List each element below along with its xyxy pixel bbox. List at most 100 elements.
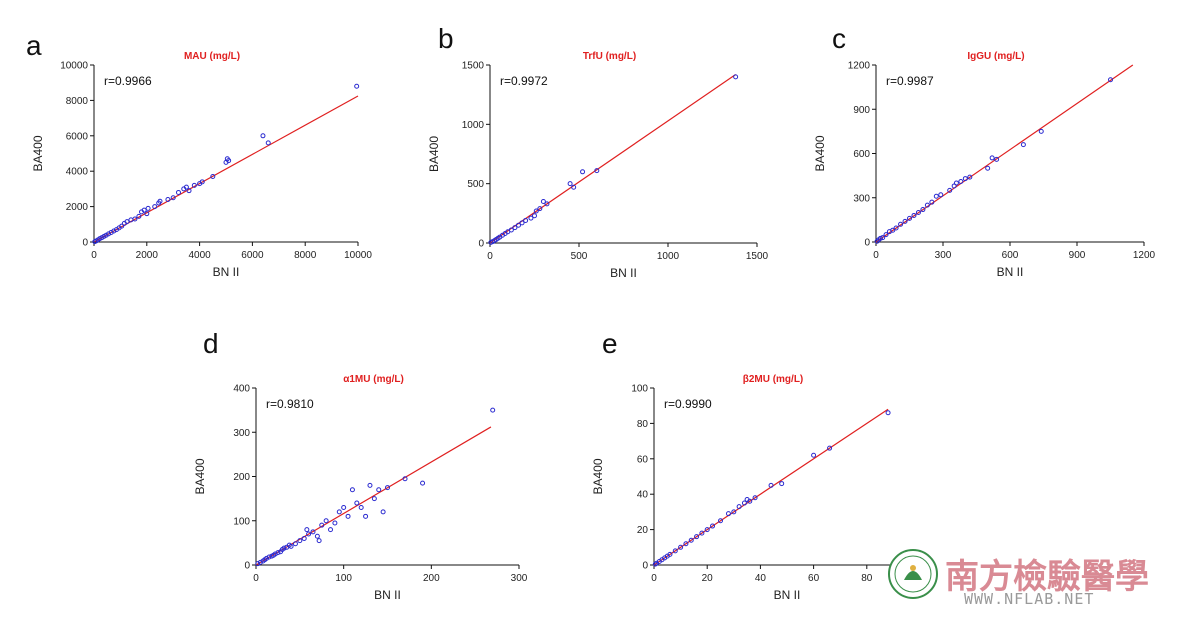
fit-line — [875, 64, 1134, 243]
data-point — [141, 207, 147, 213]
x-axis-title: BN II — [774, 588, 801, 602]
data-point — [226, 158, 232, 164]
data-point — [354, 500, 360, 506]
data-point — [933, 193, 939, 199]
data-point — [297, 538, 303, 544]
data-point — [699, 530, 705, 536]
chart-title: MAU (mg/L) — [184, 51, 240, 62]
data-point — [512, 225, 518, 231]
data-point — [304, 527, 310, 533]
data-point — [354, 83, 360, 89]
data-point — [275, 550, 281, 556]
data-point — [376, 487, 382, 493]
data-point — [1108, 77, 1113, 83]
x-axis-title: BN II — [213, 265, 240, 279]
data-point — [958, 179, 964, 185]
correlation-label: r=0.9972 — [500, 74, 548, 88]
x-tick-label: 6000 — [241, 250, 264, 261]
x-tick-label: 80 — [861, 573, 873, 584]
correlation-label: r=0.9966 — [104, 74, 152, 88]
y-tick-label: 0 — [478, 239, 484, 250]
data-point — [310, 529, 316, 535]
data-point — [145, 205, 151, 211]
data-point — [363, 513, 369, 519]
data-point — [165, 197, 171, 203]
data-point — [319, 522, 325, 528]
panel-letter: c — [832, 23, 846, 54]
data-point — [985, 165, 991, 171]
y-tick-label: 400 — [233, 384, 250, 395]
data-point — [323, 518, 329, 524]
data-point — [688, 537, 694, 543]
y-tick-label: 0 — [864, 238, 870, 249]
data-point — [314, 533, 320, 539]
data-point — [316, 538, 322, 544]
y-tick-label: 4000 — [66, 167, 89, 178]
data-point — [533, 208, 539, 214]
data-point — [260, 133, 266, 139]
x-tick-label: 10000 — [344, 250, 372, 261]
x-tick-label: 100 — [335, 573, 352, 584]
chart-title: IgGU (mg/L) — [967, 51, 1024, 62]
y-tick-label: 500 — [467, 179, 484, 190]
x-tick-label: 0 — [253, 573, 259, 584]
y-tick-label: 200 — [233, 472, 250, 483]
x-tick-label: 0 — [487, 251, 493, 262]
data-point — [938, 192, 944, 198]
correlation-label: r=0.9987 — [886, 74, 934, 88]
data-point — [328, 527, 334, 533]
data-point — [266, 554, 272, 560]
fit-line — [489, 73, 736, 244]
data-point — [736, 504, 742, 510]
y-tick-label: 1000 — [462, 120, 485, 131]
data-point — [725, 511, 731, 517]
data-point — [672, 548, 678, 554]
y-tick-label: 1500 — [462, 61, 485, 72]
x-tick-label: 300 — [935, 250, 952, 261]
data-point — [678, 544, 684, 550]
data-point — [144, 211, 150, 217]
data-point — [264, 555, 270, 561]
chart-title: α1MU (mg/L) — [343, 374, 404, 385]
y-tick-label: 40 — [637, 490, 649, 501]
data-point — [733, 74, 739, 80]
x-tick-label: 0 — [91, 250, 97, 261]
data-point — [515, 222, 521, 228]
y-tick-label: 100 — [631, 384, 648, 395]
data-point — [301, 535, 307, 541]
data-point — [779, 481, 785, 487]
y-axis-title: BA400 — [31, 135, 45, 171]
data-point — [883, 232, 889, 238]
x-axis-title: BN II — [374, 588, 401, 602]
data-point — [752, 495, 758, 501]
y-tick-label: 6000 — [66, 131, 89, 142]
data-point — [902, 218, 908, 224]
panel-letter: e — [602, 328, 618, 359]
x-tick-label: 20 — [702, 573, 714, 584]
data-point — [380, 509, 386, 515]
x-tick-label: 300 — [511, 573, 528, 584]
y-tick-label: 2000 — [66, 202, 89, 213]
x-tick-label: 600 — [1002, 250, 1019, 261]
data-point — [367, 482, 373, 488]
data-point — [272, 551, 278, 557]
data-point — [170, 195, 176, 201]
data-point — [306, 531, 312, 537]
data-point — [175, 189, 181, 195]
data-point — [989, 155, 995, 161]
x-tick-label: 500 — [571, 251, 588, 262]
x-tick-label: 2000 — [136, 250, 159, 261]
y-axis-title: BA400 — [813, 135, 827, 171]
data-point — [358, 504, 364, 510]
data-point — [119, 223, 125, 229]
data-point — [508, 227, 514, 233]
watermark-logo — [888, 549, 938, 599]
data-point — [157, 198, 163, 204]
data-point — [907, 215, 912, 221]
y-tick-label: 100 — [233, 516, 250, 527]
data-point — [962, 176, 968, 182]
data-point — [532, 213, 537, 219]
data-point — [710, 523, 716, 529]
data-point — [136, 213, 142, 219]
